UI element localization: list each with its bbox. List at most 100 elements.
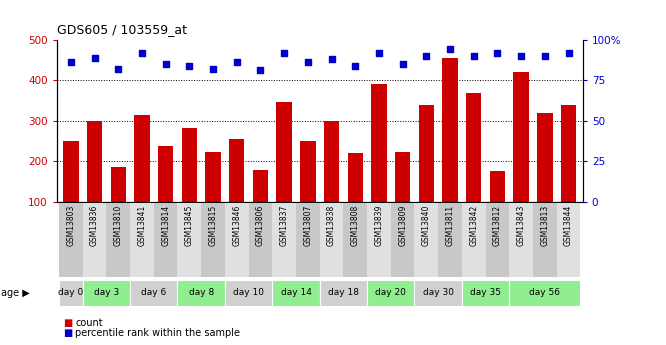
Point	[421, 53, 432, 59]
Bar	[442, 58, 458, 242]
Bar	[296, 203, 320, 277]
Text: GSM13846: GSM13846	[232, 205, 241, 246]
Text: GSM13837: GSM13837	[280, 205, 288, 246]
Bar	[201, 203, 225, 277]
Bar	[320, 203, 344, 277]
Point	[563, 50, 574, 56]
Point	[302, 60, 313, 65]
Bar	[462, 279, 509, 306]
Bar	[300, 141, 316, 242]
Bar	[509, 279, 580, 306]
Point	[255, 68, 266, 73]
Bar	[561, 105, 576, 242]
Bar	[414, 279, 462, 306]
Bar	[320, 279, 367, 306]
Bar	[438, 203, 462, 277]
Text: GSM13810: GSM13810	[114, 205, 123, 246]
Bar	[367, 279, 414, 306]
Text: GSM13813: GSM13813	[540, 205, 549, 246]
Point	[326, 56, 337, 62]
Point	[492, 50, 503, 56]
Text: day 3: day 3	[94, 288, 119, 297]
Bar	[533, 203, 557, 277]
Bar	[348, 153, 363, 242]
Bar	[225, 279, 272, 306]
Text: day 6: day 6	[141, 288, 166, 297]
Bar	[177, 203, 201, 277]
Bar	[205, 152, 220, 242]
Text: day 30: day 30	[423, 288, 454, 297]
Bar	[462, 203, 486, 277]
Bar	[419, 105, 434, 242]
Bar	[63, 141, 79, 242]
Bar	[367, 203, 391, 277]
Text: GDS605 / 103559_at: GDS605 / 103559_at	[57, 23, 186, 36]
Point	[398, 61, 408, 67]
Text: day 10: day 10	[233, 288, 264, 297]
Point	[445, 47, 456, 52]
Bar	[177, 279, 225, 306]
Bar	[537, 114, 553, 242]
Text: GSM13812: GSM13812	[493, 205, 502, 246]
Text: GSM13811: GSM13811	[446, 205, 454, 246]
Bar	[391, 203, 414, 277]
Point	[161, 61, 171, 67]
Bar	[248, 203, 272, 277]
Bar	[324, 121, 339, 242]
Point	[89, 55, 100, 60]
Text: day 20: day 20	[376, 288, 406, 297]
Text: day 14: day 14	[280, 288, 312, 297]
Text: GSM13807: GSM13807	[303, 205, 312, 246]
Text: GSM13839: GSM13839	[374, 205, 384, 246]
Point	[65, 60, 76, 65]
Bar	[135, 115, 150, 242]
Text: GSM13843: GSM13843	[517, 205, 525, 246]
Point	[350, 63, 360, 68]
Point	[184, 63, 194, 68]
Bar	[344, 203, 367, 277]
Text: GSM13803: GSM13803	[67, 205, 75, 246]
Bar	[182, 128, 197, 242]
Point	[279, 50, 290, 56]
Bar	[83, 279, 130, 306]
Bar	[130, 279, 177, 306]
Bar	[414, 203, 438, 277]
Bar	[272, 279, 320, 306]
Point	[231, 60, 242, 65]
Bar	[225, 203, 248, 277]
Bar	[513, 72, 529, 242]
Text: GSM13838: GSM13838	[327, 205, 336, 246]
Bar	[252, 170, 268, 242]
Text: day 18: day 18	[328, 288, 359, 297]
Bar	[509, 203, 533, 277]
Bar	[490, 171, 505, 242]
Text: GSM13842: GSM13842	[470, 205, 478, 246]
Bar	[272, 203, 296, 277]
Bar	[229, 139, 244, 242]
Text: count: count	[75, 318, 103, 328]
Point	[539, 53, 550, 59]
Bar	[486, 203, 509, 277]
Text: day 8: day 8	[188, 288, 214, 297]
Text: GSM13844: GSM13844	[564, 205, 573, 246]
Point	[137, 50, 147, 56]
Text: GSM13840: GSM13840	[422, 205, 431, 246]
Bar	[371, 84, 387, 242]
Bar	[276, 102, 292, 242]
Text: GSM13808: GSM13808	[351, 205, 360, 246]
Text: day 35: day 35	[470, 288, 501, 297]
Point	[515, 53, 526, 59]
Text: GSM13806: GSM13806	[256, 205, 265, 246]
Bar	[107, 203, 130, 277]
Point	[113, 66, 124, 72]
Text: GSM13815: GSM13815	[208, 205, 218, 246]
Text: GSM13814: GSM13814	[161, 205, 170, 246]
Text: ■: ■	[63, 318, 73, 328]
Bar	[87, 121, 103, 242]
Text: GSM13809: GSM13809	[398, 205, 407, 246]
Bar	[83, 203, 107, 277]
Bar	[395, 152, 410, 242]
Point	[374, 50, 384, 56]
Point	[208, 66, 218, 72]
Bar	[111, 167, 126, 242]
